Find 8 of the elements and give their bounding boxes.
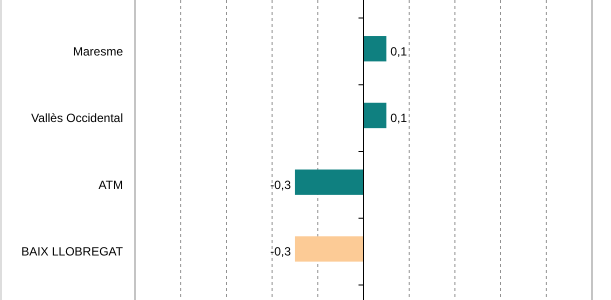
data-label: -0,3	[270, 178, 292, 192]
y-tick-label: Vallès Occidental	[31, 111, 123, 126]
data-label: -0,3	[270, 244, 292, 259]
data-label: 0,1	[390, 111, 408, 126]
data-label: 0,1	[390, 44, 408, 58]
y-tick-label: Maresme	[72, 44, 124, 58]
y-tick-label: ATM	[98, 178, 123, 192]
y-tick-label: BAIX LLOBREGAT	[21, 244, 124, 259]
